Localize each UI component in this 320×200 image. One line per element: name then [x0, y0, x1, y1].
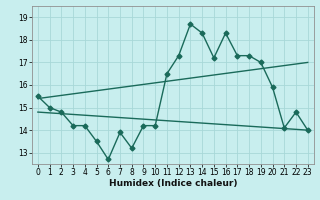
X-axis label: Humidex (Indice chaleur): Humidex (Indice chaleur): [108, 179, 237, 188]
